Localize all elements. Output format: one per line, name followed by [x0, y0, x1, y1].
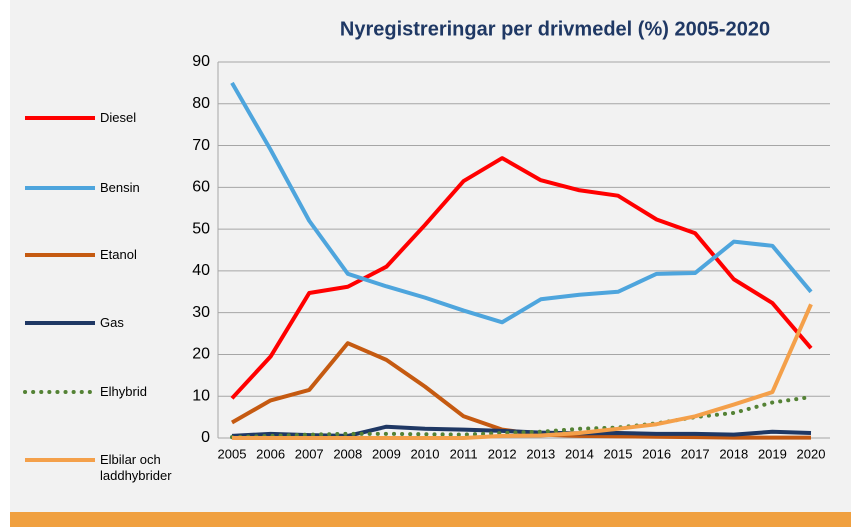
series-line — [230, 395, 813, 440]
x-tick-label: 2010 — [411, 446, 440, 461]
series-line — [232, 303, 813, 440]
y-tick-label: 70 — [192, 137, 210, 154]
x-tick-label: 2015 — [604, 446, 633, 461]
x-tick-label: 2011 — [450, 446, 478, 461]
x-tick-label: 2016 — [642, 446, 671, 461]
y-tick-label: 20 — [192, 346, 210, 363]
x-tick-label: 2020 — [797, 446, 826, 461]
y-tick-label: 60 — [192, 179, 210, 196]
y-tick-label: 30 — [192, 304, 210, 321]
x-tick-label: 2012 — [488, 446, 517, 461]
y-tick-label: 40 — [192, 262, 210, 279]
x-tick-label: 2006 — [256, 446, 285, 461]
x-tick-label: 2007 — [295, 446, 324, 461]
series-line — [230, 81, 813, 325]
y-tick-label: 0 — [201, 429, 210, 446]
x-tick-label: 2019 — [758, 446, 787, 461]
footer-bar — [10, 512, 851, 527]
x-tick-label: 2005 — [218, 446, 247, 461]
x-tick-label: 2018 — [719, 446, 748, 461]
legend-label: Elhybrid — [100, 384, 147, 399]
x-tick-label: 2013 — [526, 446, 555, 461]
chart-title: Nyregistreringar per drivmedel (%) 2005-… — [340, 18, 770, 40]
x-tick-label: 2017 — [681, 446, 710, 461]
legend-label: Bensin — [100, 180, 140, 195]
legend-label: Etanol — [100, 247, 137, 262]
x-tick-label: 2009 — [372, 446, 401, 461]
legend-label: Gas — [100, 315, 124, 330]
panel — [10, 0, 851, 512]
legend-label: Diesel — [100, 110, 137, 125]
y-tick-label: 10 — [192, 387, 210, 404]
y-tick-label: 50 — [192, 220, 210, 237]
y-tick-label: 80 — [192, 95, 210, 112]
y-tick-label: 90 — [192, 53, 210, 70]
x-tick-label: 2014 — [565, 446, 594, 461]
legend-label: Elbilar och laddhybrider — [100, 452, 172, 483]
x-tick-label: 2008 — [333, 446, 362, 461]
